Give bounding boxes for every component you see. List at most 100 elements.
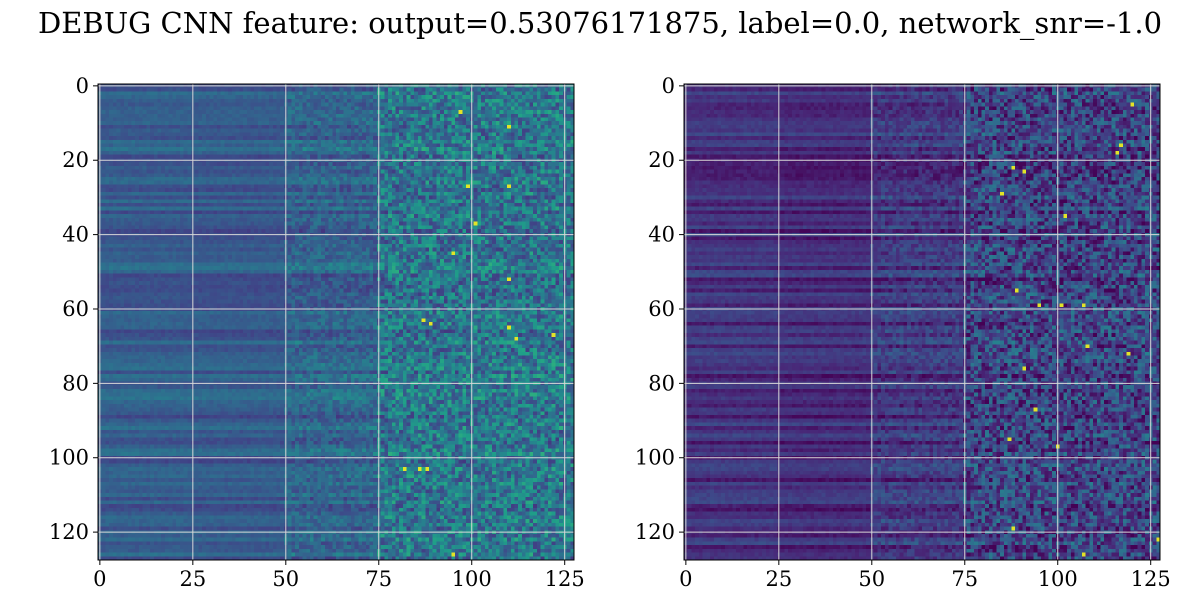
heatmap-cell (417, 165, 422, 170)
heatmap-cell (336, 184, 341, 189)
heatmap-cell (254, 214, 259, 219)
heatmap-cell (306, 110, 311, 115)
heatmap-cell (462, 124, 467, 130)
heatmap-cell (235, 124, 240, 130)
heatmap-cell (246, 147, 251, 152)
heatmap-cell (436, 95, 441, 100)
heatmap-cell (421, 147, 426, 152)
heatmap-cell (153, 195, 158, 200)
heatmap-cell (551, 124, 556, 130)
heatmap-cell (521, 195, 527, 200)
heatmap-cell (395, 203, 400, 208)
heatmap-cell (168, 106, 173, 111)
heatmap-cell (306, 143, 311, 148)
heatmap-cell (481, 184, 486, 189)
heatmap-cell (261, 176, 266, 182)
heatmap-cell (101, 113, 106, 118)
heatmap-cell (142, 162, 147, 167)
heatmap-cell (358, 106, 363, 111)
heatmap-cell (410, 191, 415, 196)
heatmap-cell (555, 173, 560, 178)
heatmap-cell (202, 188, 207, 193)
heatmap-cell (112, 188, 117, 193)
heatmap-cell (428, 113, 434, 118)
heatmap-cell (261, 102, 266, 107)
heatmap-cell (540, 217, 545, 222)
heatmap-cell (120, 206, 125, 211)
heatmap-cell (443, 210, 448, 215)
heatmap-cell (112, 154, 117, 159)
heatmap-cell (447, 117, 452, 122)
heatmap-cell (495, 217, 501, 222)
heatmap-cell (451, 110, 456, 115)
heatmap-cell (153, 225, 158, 230)
heatmap-cell (257, 225, 263, 230)
heatmap-cell (365, 176, 370, 182)
heatmap-cell (317, 191, 322, 196)
heatmap-cell (510, 117, 515, 122)
heatmap-cell (570, 87, 575, 92)
heatmap-cell (250, 102, 255, 107)
heatmap-cell (388, 110, 393, 115)
heatmap-cell (373, 162, 378, 167)
heatmap-cell (414, 102, 419, 107)
heatmap-cell (436, 139, 441, 144)
heatmap-cell (306, 154, 311, 159)
heatmap-cell (395, 165, 400, 170)
heatmap-cell (417, 110, 422, 115)
heatmap-cell (157, 225, 162, 230)
heatmap-cell (495, 143, 501, 148)
heatmap-cell (462, 110, 467, 115)
heatmap-cell (566, 98, 571, 103)
heatmap-cell (395, 206, 400, 211)
heatmap-cell (109, 110, 114, 115)
heatmap-cell (447, 199, 452, 204)
heatmap-cell (328, 113, 333, 118)
heatmap-cell (373, 210, 378, 215)
heatmap-cell (209, 176, 214, 182)
heatmap-cell (365, 124, 370, 130)
heatmap-cell (566, 91, 571, 96)
heatmap-cell (168, 98, 173, 103)
heatmap-cell (507, 98, 512, 103)
heatmap-cell (362, 206, 367, 211)
heatmap-cell (265, 102, 270, 107)
heatmap-cell (391, 188, 396, 193)
heatmap-cell (202, 176, 207, 182)
heatmap-cell (339, 195, 344, 200)
heatmap-cell (153, 180, 158, 185)
heatmap-cell (440, 195, 445, 200)
heatmap-cell (466, 225, 471, 230)
heatmap-cell (347, 132, 352, 137)
heatmap-cell (261, 95, 266, 100)
heatmap-cell (261, 154, 266, 159)
heatmap-cell (309, 206, 315, 211)
heatmap-cell (153, 150, 158, 156)
heatmap-cell (202, 110, 207, 115)
heatmap-cell (462, 184, 467, 189)
heatmap-cell (536, 191, 541, 196)
heatmap-cell (105, 110, 110, 115)
heatmap-cell (566, 221, 571, 226)
heatmap-cell (380, 210, 385, 215)
heatmap-cell (555, 139, 560, 144)
heatmap-cell (164, 195, 170, 200)
heatmap-cell (298, 102, 303, 107)
heatmap-cell (224, 217, 229, 222)
heatmap-cell (257, 106, 263, 111)
heatmap-cell (410, 173, 415, 178)
heatmap-cell (350, 139, 355, 144)
heatmap-cell (146, 147, 151, 152)
heatmap-cell (228, 98, 233, 103)
heatmap-cell (161, 143, 166, 148)
heatmap-cell (217, 132, 222, 137)
heatmap-cell (228, 191, 233, 196)
heatmap-cell (131, 139, 136, 144)
heatmap-cell (555, 217, 560, 222)
heatmap-cell (399, 98, 404, 103)
heatmap-cell (332, 98, 337, 103)
heatmap-cell (246, 214, 251, 219)
heatmap-cell (507, 162, 512, 167)
heatmap-cell (533, 87, 538, 92)
heatmap-cell (287, 184, 292, 189)
